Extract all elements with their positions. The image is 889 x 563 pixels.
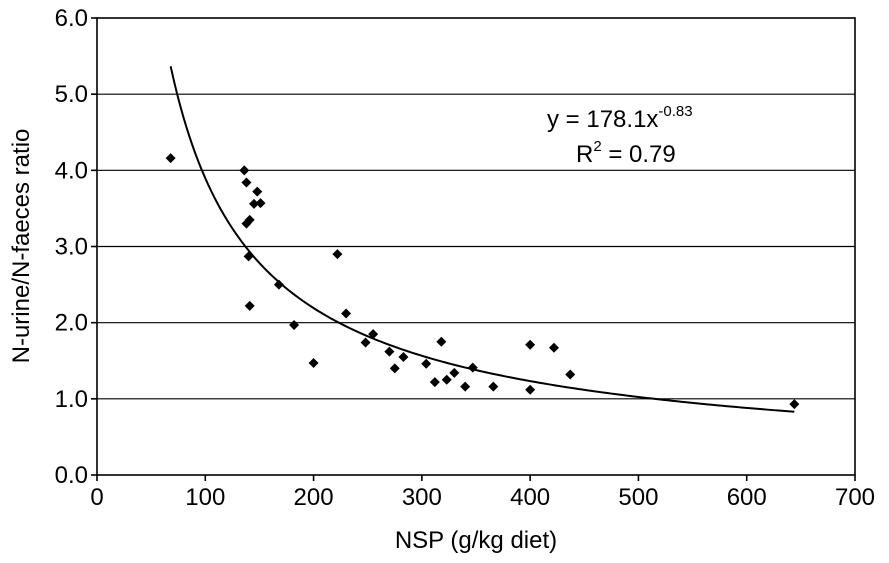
y-axis-label: N-urine/N-faeces ratio — [8, 129, 35, 364]
equation-base: y = 178.1x — [547, 106, 658, 133]
data-point-17 — [384, 346, 395, 357]
data-point-15 — [360, 337, 371, 348]
data-point-13 — [332, 249, 343, 260]
x-tick-label: 300 — [402, 484, 442, 511]
data-point-5 — [244, 214, 255, 225]
x-tick-label: 0 — [90, 484, 103, 511]
x-tick-label: 400 — [510, 484, 550, 511]
data-point-4 — [243, 251, 254, 262]
trendline-r-squared: R2 = 0.79 — [576, 138, 676, 168]
data-point-8 — [252, 186, 263, 197]
x-tick-label: 700 — [835, 484, 875, 511]
data-point-18 — [389, 363, 400, 374]
data-point-29 — [525, 384, 536, 395]
y-tick-label: 6.0 — [55, 5, 88, 32]
data-point-2 — [241, 177, 252, 188]
data-point-9 — [255, 198, 266, 209]
data-point-14 — [341, 308, 352, 319]
data-point-10 — [273, 279, 284, 290]
data-point-31 — [565, 369, 576, 380]
data-point-32 — [789, 399, 800, 410]
r2-exponent: 2 — [593, 138, 601, 155]
data-point-7 — [249, 198, 260, 209]
x-axis-label: NSP (g/kg diet) — [395, 527, 557, 554]
data-point-25 — [460, 381, 471, 392]
y-tick-label: 2.0 — [55, 310, 88, 337]
equation-exponent: -0.83 — [658, 103, 692, 120]
data-point-11 — [289, 319, 300, 330]
data-point-23 — [441, 374, 452, 385]
power-trendline — [169, 66, 795, 413]
data-point-21 — [429, 377, 440, 388]
r2-value: = 0.79 — [602, 141, 676, 168]
data-point-30 — [548, 342, 559, 353]
data-point-27 — [488, 381, 499, 392]
trendline-equation: y = 178.1x-0.83 — [547, 103, 693, 133]
data-point-0 — [165, 153, 176, 164]
x-axis-ticks: 0 100 200 300 400 500 600 700 — [90, 475, 875, 511]
y-tick-label: 5.0 — [55, 81, 88, 108]
data-point-24 — [449, 367, 460, 378]
x-tick-label: 500 — [618, 484, 658, 511]
y-tick-label: 0.0 — [55, 462, 88, 489]
data-point-16 — [368, 329, 379, 340]
y-tick-label: 4.0 — [55, 157, 88, 184]
data-point-20 — [421, 358, 432, 369]
data-point-1 — [239, 165, 250, 176]
x-tick-label: 600 — [727, 484, 767, 511]
x-tick-label: 200 — [294, 484, 334, 511]
data-point-26 — [467, 362, 478, 373]
data-point-6 — [244, 300, 255, 311]
data-point-22 — [436, 336, 447, 347]
data-point-12 — [308, 358, 319, 369]
y-tick-label: 3.0 — [55, 234, 88, 261]
x-tick-label: 100 — [185, 484, 225, 511]
grid-lines — [97, 93, 855, 400]
data-point-28 — [525, 339, 536, 350]
y-tick-label: 1.0 — [55, 386, 88, 413]
r2-prefix: R — [576, 141, 593, 168]
data-point-19 — [398, 351, 409, 362]
y-axis-ticks: 0.0 1.0 2.0 3.0 4.0 5.0 6.0 — [55, 5, 97, 489]
data-points — [165, 153, 800, 410]
